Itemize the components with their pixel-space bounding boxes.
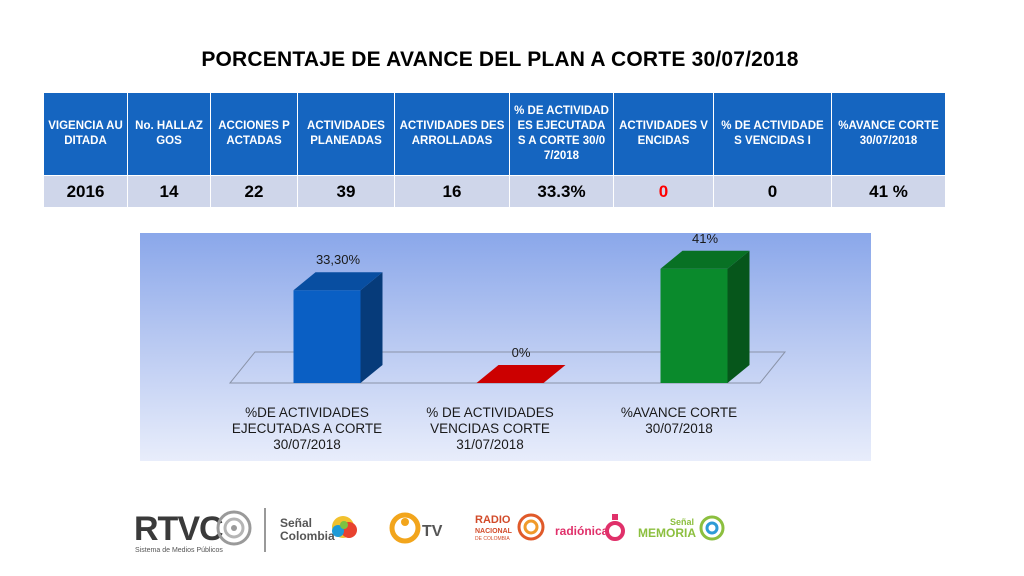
radio-nacional-nacional: NACIONAL <box>475 528 513 535</box>
bar-front-3 <box>660 268 728 383</box>
bar-2 <box>476 365 566 383</box>
radionica-ring-icon <box>605 514 625 541</box>
header-pct-ejecutadas: % DE ACTIVIDADES EJECUTADAS A CORTE 30/0… <box>509 92 614 176</box>
category-label-1-line-3: 30/07/2018 <box>273 437 341 452</box>
header-planeadas: ACTIVIDADES PLANEADAS <box>297 92 395 176</box>
cell-pct-vencidas: 0 <box>713 175 832 208</box>
bar-1 <box>293 272 383 383</box>
bar-top-1 <box>293 272 383 291</box>
footer-logos-svg: RTVC Sistema de Medios Públicos Señal Co… <box>134 508 725 554</box>
radio-nacional-radio: RADIO <box>475 514 511 526</box>
senal-memoria-swirl-icon <box>699 515 725 541</box>
senal-colombia-name: Colombia <box>280 529 335 543</box>
cell-acciones: 22 <box>210 175 298 208</box>
category-label-1-line-2: EJECUTADAS A CORTE <box>232 421 382 436</box>
header-hallazgos: No. HALLAZGOS <box>127 92 211 176</box>
radio-nacional-swirl-icon <box>517 513 545 541</box>
plan-table: VIGENCIA AUDITADA No. HALLAZGOS ACCIONES… <box>43 92 946 208</box>
bar-side-3 <box>727 250 750 383</box>
canal-tv-label: TV <box>422 523 443 540</box>
category-label-2-line-2: VENCIDAS CORTE <box>430 421 550 436</box>
header-acciones: ACCIONES PACTADAS <box>210 92 298 176</box>
senal-colombia-flower-icon <box>332 516 357 538</box>
category-label-3-line-2: 30/07/2018 <box>645 421 713 436</box>
category-label-2-line-3: 31/07/2018 <box>456 437 524 452</box>
rtvc-logo: RTVC <box>134 510 223 548</box>
cell-pct-ejecutadas: 33.3% <box>509 175 614 208</box>
page-title: PORCENTAJE DE AVANCE DEL PLAN A CORTE 30… <box>201 48 799 71</box>
senal-memoria-name: MEMORIA <box>638 526 696 540</box>
rtvc-subtitle: Sistema de Medios Públicos <box>135 547 223 554</box>
bars-layer <box>293 250 750 383</box>
bar-top-2 <box>476 365 566 383</box>
cell-hallazgos: 14 <box>127 175 211 208</box>
category-label-3-line-1: %AVANCE CORTE <box>621 405 737 420</box>
footer-logos: RTVC Sistema de Medios Públicos Señal Co… <box>130 500 750 560</box>
cell-vigencia: 2016 <box>43 175 128 208</box>
data-label-2: 0% <box>512 345 531 360</box>
bar-front-1 <box>293 290 361 383</box>
header-pct-vencidas: % DE ACTIVIDADES VENCIDAS I <box>713 92 832 176</box>
table-header-row: VIGENCIA AUDITADA No. HALLAZGOS ACCIONES… <box>43 92 946 176</box>
senal-colombia-senal: Señal <box>280 516 312 530</box>
header-desarrolladas: ACTIVIDADES DESARROLLADAS <box>394 92 510 176</box>
bar-top-3 <box>660 250 750 269</box>
header-avance: %AVANCE CORTE 30/07/2018 <box>831 92 946 176</box>
bar-side-1 <box>360 272 383 383</box>
header-vencidas: ACTIVIDADES VENCIDAS <box>613 92 714 176</box>
rtvc-swirl-icon <box>216 510 252 546</box>
cell-desarrolladas: 16 <box>394 175 510 208</box>
canal-tv-sun-icon <box>389 512 421 544</box>
radionica-label: radiónica <box>555 524 609 538</box>
cell-vencidas: 0 <box>613 175 714 208</box>
category-label-2-line-1: % DE ACTIVIDADES <box>426 405 554 420</box>
cell-avance: 41 % <box>831 175 946 208</box>
chart-panel: 33,30% %DE ACTIVIDADES EJECUTADAS A CORTE 3… <box>140 233 871 461</box>
data-label-3: 41% <box>692 233 718 246</box>
header-vigencia: VIGENCIA AUDITADA <box>43 92 128 176</box>
data-label-1: 33,30% <box>316 252 361 267</box>
senal-memoria-senal: Señal <box>670 517 694 527</box>
cell-planeadas: 39 <box>297 175 395 208</box>
bar-3 <box>660 250 750 383</box>
category-label-1-line-1: %DE ACTIVIDADES <box>245 405 369 420</box>
radio-nacional-colombia: DE COLOMBIA <box>475 536 510 542</box>
table-row: 2016 14 22 39 16 33.3% 0 0 41 % <box>43 175 946 208</box>
